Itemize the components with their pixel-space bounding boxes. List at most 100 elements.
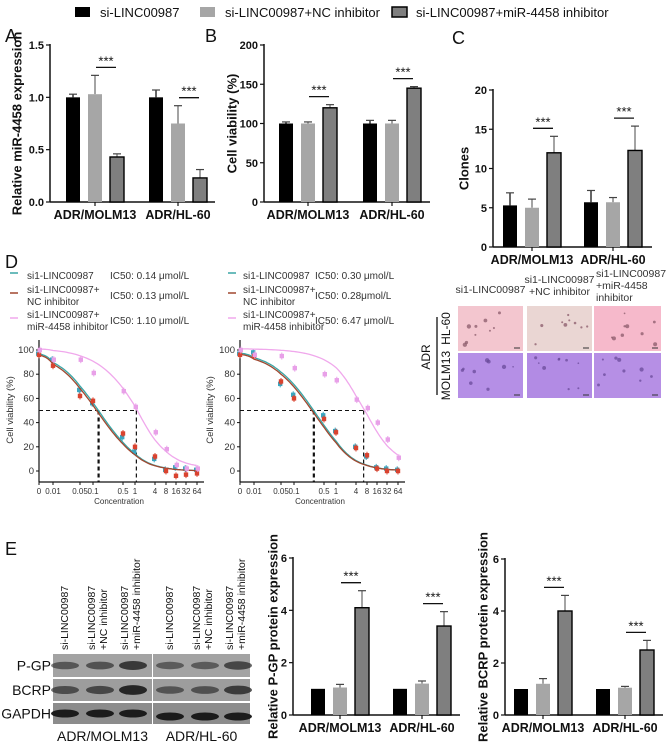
y-tick-label: 60: [23, 393, 34, 404]
bar: [606, 202, 620, 247]
x-tick-label: 0.5: [318, 487, 330, 496]
data-point: [184, 466, 189, 471]
colony-dot: [567, 313, 570, 317]
western-blot: si-LINC00987 si-LINC00987 +NC inhibitor si-…: [1, 558, 252, 744]
protein-band: [86, 709, 114, 718]
bar: [385, 123, 399, 202]
fit-curve: [239, 352, 398, 471]
colony-column-header: si1-LINC00987: [524, 274, 594, 286]
ic50-label: IC50: 6.47 μmol/L: [315, 316, 395, 327]
fit-curve: [240, 353, 398, 471]
category-label: ADR/MOLM13: [299, 721, 382, 735]
y-tick-label: 40: [224, 418, 235, 429]
data-point: [77, 387, 82, 393]
bar: [596, 689, 610, 715]
colony-dot: [474, 324, 478, 328]
data-point: [132, 444, 138, 449]
y-tick-label: 6: [493, 554, 499, 566]
colony-dot: [567, 388, 570, 391]
bar: [639, 649, 655, 716]
colony-column-header: si1-LINC00987: [455, 284, 525, 296]
data-point: [375, 420, 380, 425]
significance-stars: ***: [181, 84, 196, 99]
bar: [393, 688, 407, 715]
panel-label-e: E: [5, 539, 17, 559]
colony-dot: [623, 312, 626, 315]
blot-lane-label: +miR-4458 inhibitor: [131, 558, 143, 650]
y-tick-label: 20: [475, 85, 487, 97]
colony-image-background: [458, 306, 523, 351]
data-point: [183, 472, 189, 477]
bar: [354, 607, 370, 716]
colony-dot: [597, 383, 600, 387]
y-tick-label: 5: [481, 203, 487, 215]
y-tick-label: 150: [240, 79, 258, 91]
bar: [192, 177, 208, 203]
y-tick-label: 40: [23, 418, 34, 429]
legend-label: NC inhibitor: [243, 297, 296, 308]
blot-protein-label: GAPDH: [1, 706, 51, 722]
significance-stars: ***: [343, 569, 358, 584]
y-tick-label: 10: [475, 164, 487, 176]
protein-band: [119, 661, 147, 670]
colony-column-header: +NC inhibitor: [529, 286, 590, 298]
bar: [436, 625, 452, 716]
colony-dot: [620, 333, 625, 337]
bar: [301, 123, 315, 202]
x-tick-label: 0.05: [72, 487, 88, 496]
blot-lane-label: si-LINC00987: [119, 586, 131, 650]
data-point: [321, 413, 326, 418]
colony-dot: [557, 358, 561, 361]
colony-column-header: +miR-4458: [596, 280, 648, 292]
blot-lane-label: si-LINC00987: [191, 586, 203, 650]
data-point: [132, 449, 137, 454]
colony-dot: [577, 387, 580, 390]
x-tick-label: 0: [238, 487, 243, 496]
data-point: [36, 352, 42, 358]
colony-dot: [561, 321, 564, 324]
colony-dot: [568, 319, 571, 322]
x-tick-label: 32: [383, 487, 392, 496]
data-point: [291, 392, 296, 397]
category-label: ADR/MOLM13: [491, 253, 574, 267]
fit-curve: [240, 348, 399, 456]
colony-dot: [462, 342, 468, 347]
colony-column-header: si1-LINC00987: [596, 268, 666, 280]
y-axis-label: Cell viability (%): [224, 74, 239, 174]
data-point: [333, 430, 339, 435]
bar: [536, 683, 550, 715]
y-tick-label: 15: [475, 124, 487, 136]
fit-curve: [39, 348, 197, 467]
colony-group-label: ADR: [419, 344, 433, 370]
panel-label-d: D: [5, 252, 18, 272]
category-label: ADR/MOLM13: [54, 208, 137, 222]
x-tick-label: 4: [153, 487, 158, 496]
protein-band: [191, 661, 219, 670]
y-tick-label: 2: [281, 658, 287, 670]
protein-band: [191, 686, 219, 694]
data-point: [238, 347, 243, 353]
blot-protein-label: P-GP: [17, 658, 51, 674]
data-point: [374, 466, 380, 471]
colony-image: [594, 353, 661, 398]
colony-dot: [492, 326, 495, 330]
protein-band: [86, 685, 114, 695]
data-point: [120, 431, 126, 436]
legend-label: si1-LINC00987+: [27, 285, 100, 296]
data-point: [174, 462, 179, 468]
x-tick-label: 0.1: [288, 487, 300, 496]
category-label: ADR/HL-60: [359, 208, 424, 222]
y-tick-label: 0: [493, 710, 499, 722]
y-tick-label: 4: [281, 605, 288, 617]
colony-dot: [483, 318, 488, 323]
colony-dot: [537, 362, 540, 364]
colony-dot: [580, 326, 583, 329]
bar: [503, 205, 517, 247]
bar: [363, 123, 377, 202]
data-point: [152, 454, 158, 459]
colony-dot: [501, 364, 507, 370]
y-tick-label: 0: [281, 710, 287, 722]
colony-column-header: inhibitor: [596, 292, 633, 304]
